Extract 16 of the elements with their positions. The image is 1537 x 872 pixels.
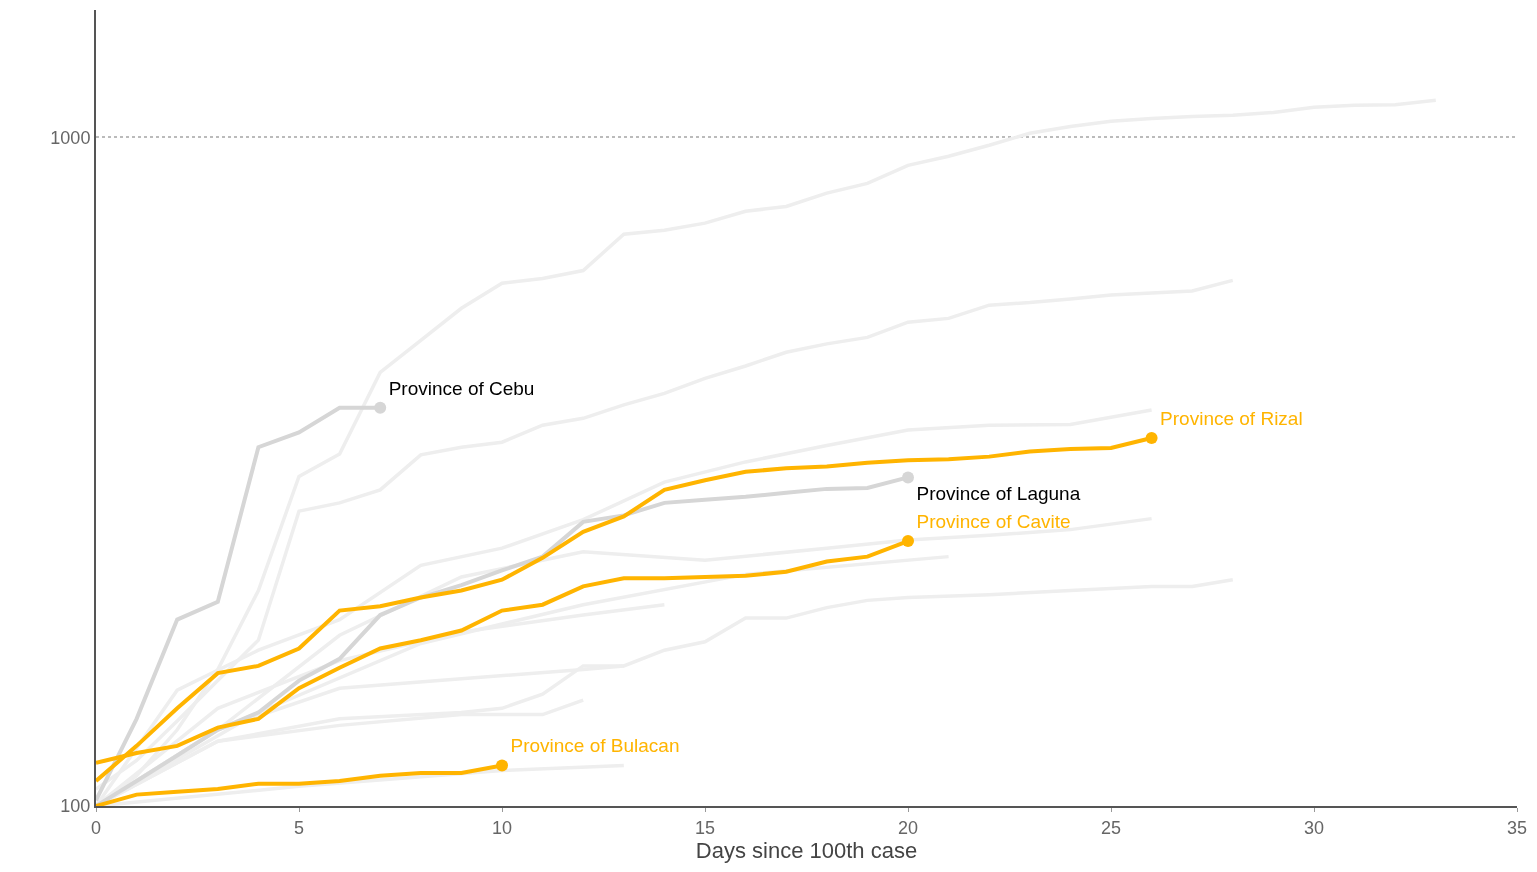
series-label: Province of Bulacan xyxy=(510,735,680,757)
series-label: Province of Cebu xyxy=(388,377,535,399)
series-label: Province of Rizal xyxy=(1160,407,1303,429)
x-tick-label: 15 xyxy=(694,817,716,838)
series-label: Province of Cavite xyxy=(916,510,1071,532)
x-tick-label: 5 xyxy=(293,817,305,838)
x-tick-label: 20 xyxy=(897,817,919,838)
x-axis-title: Days since 100th case xyxy=(695,838,918,863)
x-tick-label: 35 xyxy=(1506,817,1528,838)
x-tick-label: 25 xyxy=(1100,817,1122,838)
x-tick-label: 0 xyxy=(90,817,102,838)
series-label: Province of Laguna xyxy=(916,483,1081,505)
x-tick-label: 10 xyxy=(491,817,513,838)
y-tick-label: 100 xyxy=(60,796,91,817)
x-tick-label: 30 xyxy=(1303,817,1325,838)
y-tick-label: 1000 xyxy=(50,127,91,148)
